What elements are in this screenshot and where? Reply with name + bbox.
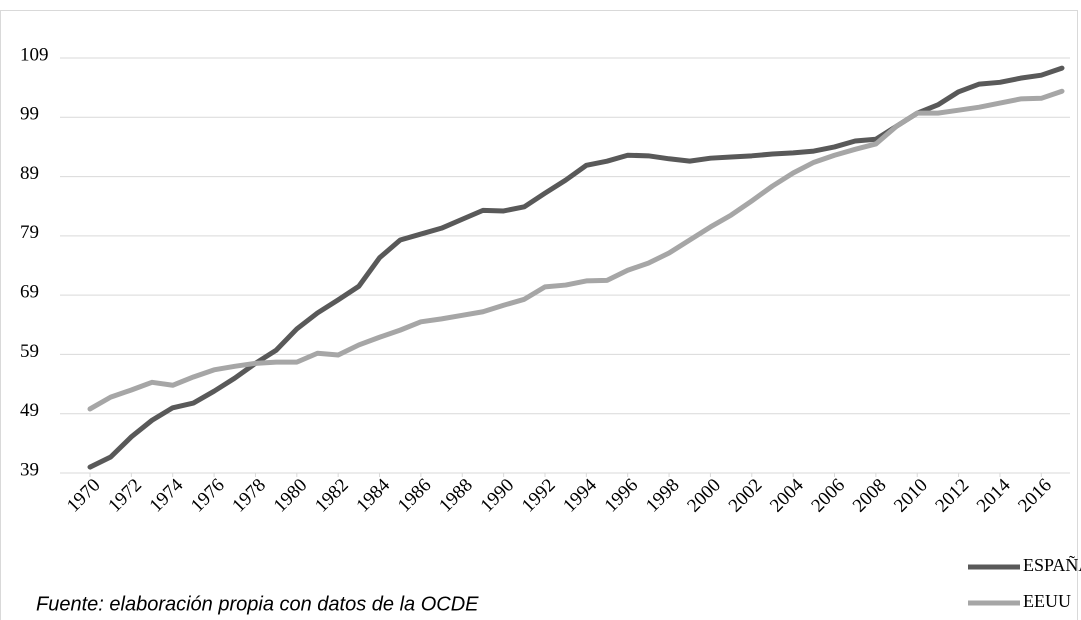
x-tick-label: 1978 xyxy=(228,475,270,517)
x-tick-label: 1972 xyxy=(104,475,146,517)
legend-label: EEUU xyxy=(1023,591,1071,611)
y-tick-label: 89 xyxy=(20,163,39,184)
x-tick-label: 1986 xyxy=(394,475,436,517)
data-line xyxy=(87,65,1065,470)
x-tick-label: 1976 xyxy=(187,475,229,517)
y-tick-label: 59 xyxy=(20,341,39,362)
x-tick-label: 1988 xyxy=(435,475,477,517)
y-tick-label: 109 xyxy=(20,44,49,65)
y-tick-label: 39 xyxy=(20,459,39,480)
x-tick-label: 1980 xyxy=(270,475,312,517)
legend-label: ESPAÑA xyxy=(1023,554,1081,575)
x-tick-label: 2002 xyxy=(725,475,767,517)
x-tick-label: 2016 xyxy=(1014,475,1056,517)
y-tick-label: 79 xyxy=(20,222,39,243)
x-tick-label: 1984 xyxy=(352,474,394,516)
y-tick-label: 99 xyxy=(20,104,39,125)
x-tick-label: 1974 xyxy=(146,474,188,516)
chart-frame xyxy=(0,10,1078,620)
x-tick-label: 1998 xyxy=(642,475,684,517)
y-tick-label: 69 xyxy=(20,282,39,303)
x-tick-label: 2008 xyxy=(849,475,891,517)
source-note: Fuente: elaboración propia con datos de … xyxy=(36,593,479,615)
x-tick-label: 2012 xyxy=(931,475,973,517)
x-tick-label: 2010 xyxy=(890,475,932,517)
x-tick-label: 1994 xyxy=(559,474,601,516)
x-tick-label: 2004 xyxy=(766,474,808,516)
x-tick-label: 1970 xyxy=(63,475,105,517)
x-tick-label: 1992 xyxy=(518,475,560,517)
x-tick-label: 1996 xyxy=(601,475,643,517)
x-tick-label: 1982 xyxy=(311,475,353,517)
x-tick-label: 2000 xyxy=(683,475,725,517)
x-tick-label: 1990 xyxy=(477,475,519,517)
x-tick-label: 2014 xyxy=(973,474,1015,516)
y-tick-label: 49 xyxy=(20,400,39,421)
data-line xyxy=(87,88,1065,412)
x-tick-label: 2006 xyxy=(807,475,849,517)
